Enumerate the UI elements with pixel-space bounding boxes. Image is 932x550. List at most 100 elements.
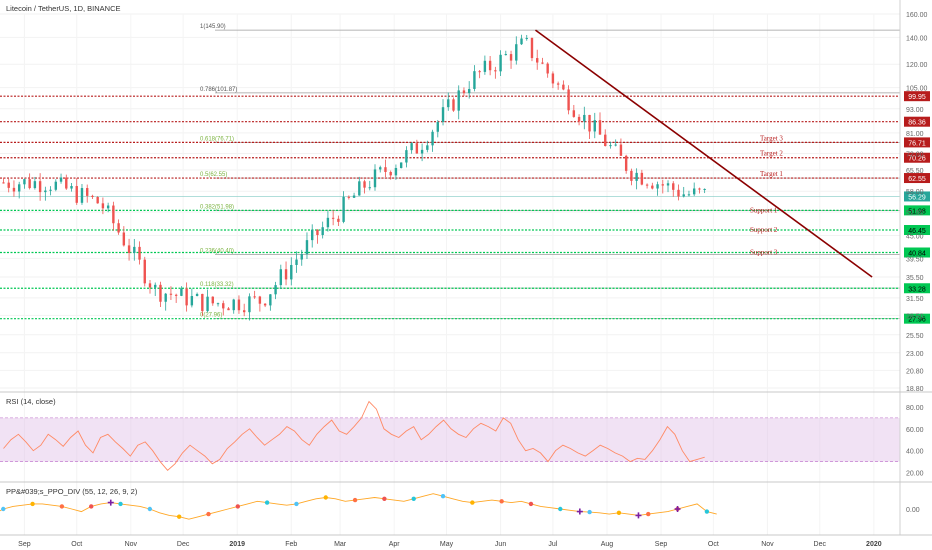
ppo-divergence-dot: [470, 500, 475, 505]
ppo-divergence-dot: [1, 506, 6, 512]
x-tick-label: Nov: [761, 541, 774, 548]
candle-body: [316, 229, 319, 236]
rsi-tick-label: 80.00: [906, 405, 924, 412]
candle-body: [687, 194, 691, 196]
ppo-divergence-dot: [587, 509, 592, 515]
candle-body: [295, 259, 298, 265]
candle-body: [65, 177, 68, 189]
ppo-divergence-dot: [206, 511, 211, 517]
candle-body: [525, 37, 528, 39]
rsi-band: [0, 417, 900, 462]
candle-body: [672, 183, 675, 190]
candle-body: [342, 196, 345, 222]
ppo-divergence-dot: [89, 504, 94, 509]
price-badge: [904, 152, 930, 163]
candle-body: [112, 205, 115, 224]
ppo-divergence-dot: [352, 497, 358, 503]
candle-body: [164, 293, 167, 302]
fib-label: 0.382(51.98): [200, 204, 234, 210]
y-tick-label: 28.50: [906, 313, 924, 320]
candle-body: [258, 296, 262, 304]
candle-body: [106, 205, 110, 209]
candle-body: [49, 189, 52, 191]
candle-body: [373, 169, 377, 188]
candle-body: [38, 181, 42, 193]
ppo-divergence-dot: [616, 510, 622, 516]
candle-body: [174, 294, 178, 296]
y-tick-label: 35.50: [906, 275, 924, 282]
price-badge-label: 46.45: [908, 228, 926, 235]
rsi-tick-label: 20.00: [906, 471, 924, 478]
candle-body: [656, 184, 659, 189]
candle-body: [415, 143, 419, 154]
y-tick-label: 39.50: [906, 256, 924, 263]
candle-body: [321, 227, 324, 236]
candle-body: [143, 259, 146, 284]
fib-label: 0.5(62.55): [200, 172, 227, 178]
price-badge-label: 27.96: [908, 317, 926, 324]
candle-body: [363, 181, 366, 188]
price-badge-label: 99.95: [908, 94, 926, 101]
candle-body: [703, 188, 706, 190]
candle-body: [462, 90, 466, 94]
candle-body: [222, 303, 225, 309]
candle-body: [311, 229, 314, 241]
y-tick-label: 93.00: [906, 107, 924, 114]
x-tick-label: Sep: [18, 541, 31, 548]
y-tick-label: 65.50: [906, 168, 924, 175]
candle-body: [368, 187, 371, 189]
target-label: Target 1: [760, 170, 783, 178]
candle-body: [619, 144, 623, 156]
candle-body: [201, 293, 204, 312]
candle-body: [91, 195, 94, 197]
candle-body: [447, 99, 450, 108]
candle-body: [452, 99, 455, 111]
candle-body: [504, 54, 508, 56]
candle-body: [551, 73, 555, 84]
candle-body: [624, 155, 628, 171]
candle-body: [645, 184, 649, 186]
downtrend-line: [534, 29, 873, 278]
price-badge-label: 40.84: [908, 250, 926, 257]
candle-body: [138, 246, 141, 260]
candle-body: [154, 284, 157, 288]
price-badge: [904, 283, 930, 294]
x-tick-label: Oct: [708, 541, 719, 548]
rsi-tick-label: 60.00: [906, 427, 924, 434]
support-label: Support 1: [750, 206, 778, 214]
candle-body: [185, 288, 188, 306]
x-tick-label: Feb: [285, 541, 297, 548]
candle-body: [682, 194, 685, 197]
candle-body: [536, 58, 539, 63]
y-tick-label: 20.80: [906, 368, 924, 375]
x-tick-label: Dec: [814, 541, 827, 548]
current-price-badge: [904, 191, 930, 202]
y-tick-label: 31.50: [906, 296, 924, 303]
candle-body: [483, 60, 487, 72]
candle-body: [190, 296, 194, 306]
candle-body: [499, 54, 502, 72]
ppo-divergence-dot: [30, 501, 35, 507]
candle-body: [583, 114, 586, 122]
ppo-divergence-dot: [118, 501, 123, 507]
candle-body: [494, 70, 497, 72]
candle-body: [384, 167, 387, 172]
candle-body: [337, 218, 340, 222]
candlestick-series: [2, 34, 706, 321]
price-badge-label: 51.98: [908, 208, 926, 215]
ppo-line: [0, 493, 717, 520]
candle-body: [347, 196, 351, 198]
candle-body: [604, 134, 607, 147]
target-label: Target 3: [760, 134, 783, 142]
price-badge: [904, 205, 930, 216]
support-label: Support 2: [750, 226, 778, 234]
candle-body: [86, 188, 89, 196]
candle-body: [331, 217, 335, 219]
x-tick-label: Dec: [177, 541, 190, 548]
ppo-cross-marker: [635, 512, 642, 519]
candle-body: [405, 150, 408, 163]
y-tick-label: 105.00: [906, 86, 928, 93]
candle-body: [651, 185, 654, 189]
candle-body: [44, 190, 47, 193]
